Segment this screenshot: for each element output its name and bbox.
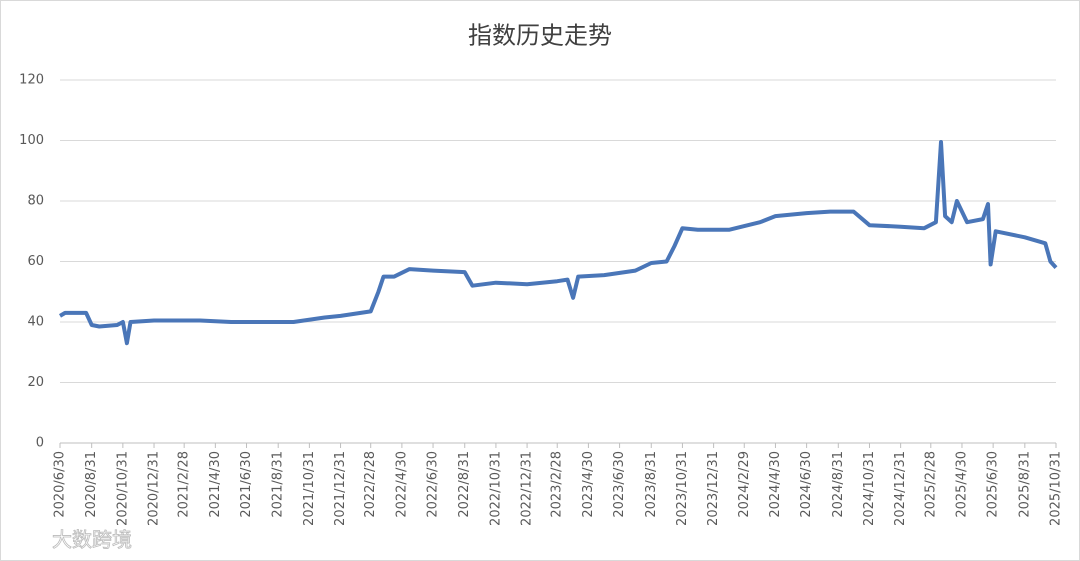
x-tick-label: 2022/12/31 — [520, 451, 535, 526]
x-tick-label: 2024/4/30 — [768, 451, 783, 518]
y-tick-label: 80 — [27, 194, 44, 209]
x-tick-label: 2025/6/30 — [986, 451, 1001, 518]
x-tick-label: 2021/10/31 — [302, 451, 317, 526]
x-tick-label: 2024/12/31 — [893, 451, 908, 526]
x-tick-label: 2020/8/31 — [84, 451, 99, 518]
x-tick-label: 2025/8/31 — [1017, 451, 1032, 518]
data-line — [58, 140, 1058, 346]
x-tick-label: 2025/4/30 — [954, 451, 969, 518]
chart-title: 指数历史走势 — [468, 22, 612, 50]
x-tick-label: 2025/2/28 — [923, 451, 938, 518]
x-tick-label: 2023/2/28 — [550, 451, 565, 518]
x-tick-label: 2023/6/30 — [612, 451, 627, 518]
x-tick-label: 2023/10/31 — [675, 451, 690, 526]
x-tick-label: 2020/12/31 — [147, 451, 162, 526]
y-tick-label: 40 — [27, 315, 44, 330]
x-tick-label: 2021/6/30 — [239, 451, 254, 518]
x-tick-label: 2021/8/31 — [271, 451, 286, 518]
x-tick-label: 2023/4/30 — [581, 451, 596, 518]
y-tick-label: 60 — [27, 254, 44, 269]
x-tick-label: 2021/4/30 — [208, 451, 223, 518]
y-tick-label: 0 — [36, 436, 44, 451]
x-tick-label: 2020/10/31 — [115, 451, 130, 526]
x-tick-label: 2022/8/31 — [457, 451, 472, 518]
x-tick-label: 2025/10/31 — [1049, 451, 1064, 526]
y-tick-label: 20 — [27, 375, 44, 390]
x-tick-label: 2022/10/31 — [488, 451, 503, 526]
x-tick-label: 2024/10/31 — [862, 451, 877, 526]
watermark: 大数跨境 — [52, 528, 132, 552]
y-tick-label: 100 — [19, 133, 44, 148]
x-tick-label: 2022/6/30 — [426, 451, 441, 518]
x-tick-label: 2022/2/28 — [363, 451, 378, 518]
x-tick-label: 2023/12/31 — [706, 451, 721, 526]
x-tick-label: 2024/6/30 — [799, 451, 814, 518]
x-tick-label: 2024/8/31 — [831, 451, 846, 518]
x-tick-label: 2023/8/31 — [644, 451, 659, 518]
x-tick-label: 2024/2/29 — [737, 451, 752, 518]
x-tick-label: 2020/6/30 — [53, 451, 68, 518]
x-tick-label: 2021/12/31 — [333, 451, 348, 526]
x-tick-label: 2022/4/30 — [394, 451, 409, 518]
x-tick-label: 2021/2/28 — [177, 451, 192, 518]
y-tick-label: 120 — [19, 73, 44, 88]
